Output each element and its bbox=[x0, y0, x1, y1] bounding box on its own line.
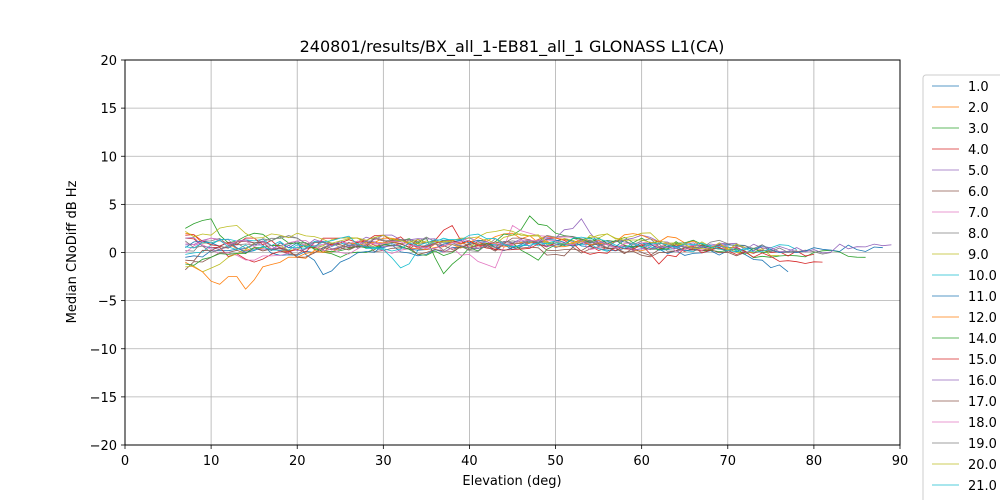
legend-label: 18.0 bbox=[968, 416, 997, 431]
legend-label: 5.0 bbox=[968, 164, 989, 179]
y-axis-label: Median CNoDiff dB Hz bbox=[65, 180, 80, 323]
y-tick-label: 10 bbox=[100, 150, 117, 165]
y-tick-label: −10 bbox=[90, 343, 117, 358]
y-axis: −20 −15 −10 −5 0 5 10 15 20 bbox=[90, 54, 125, 454]
x-tick-label: 0 bbox=[121, 454, 129, 469]
chart-title: 240801/results/BX_all_1-EB81_all_1 GLONA… bbox=[300, 37, 725, 57]
y-tick-label: −5 bbox=[98, 295, 117, 310]
x-tick-label: 70 bbox=[720, 454, 737, 469]
legend-label: 17.0 bbox=[968, 395, 997, 410]
legend-label: 7.0 bbox=[968, 206, 989, 221]
legend-label: 11.0 bbox=[968, 290, 997, 305]
legend-label: 10.0 bbox=[968, 269, 997, 284]
series-line-17.0 bbox=[185, 237, 746, 262]
legend-label: 8.0 bbox=[968, 227, 989, 242]
x-tick-label: 50 bbox=[547, 454, 564, 469]
series-line-9.0 bbox=[185, 232, 780, 273]
legend-label: 14.0 bbox=[968, 332, 997, 347]
x-tick-label: 10 bbox=[203, 454, 220, 469]
legend-label: 16.0 bbox=[968, 374, 997, 389]
y-tick-label: 5 bbox=[109, 198, 117, 213]
series-line-20.0 bbox=[185, 225, 746, 251]
legend-label: 1.0 bbox=[968, 80, 989, 95]
y-tick-label: 0 bbox=[109, 247, 117, 262]
x-tick-label: 30 bbox=[375, 454, 392, 469]
series-line-21.0 bbox=[185, 233, 771, 253]
x-axis: 0 10 20 30 40 50 60 70 80 90 bbox=[121, 445, 908, 469]
series-layer bbox=[185, 215, 892, 290]
y-tick-label: 20 bbox=[100, 54, 117, 69]
legend-label: 2.0 bbox=[968, 101, 989, 116]
legend-label: 20.0 bbox=[968, 458, 997, 473]
legend-label: 6.0 bbox=[968, 185, 989, 200]
x-axis-label: Elevation (deg) bbox=[462, 474, 561, 489]
x-tick-label: 20 bbox=[289, 454, 306, 469]
legend: 1.0 2.0 3.0 4.0 5.0 6.0 7.0 8.0 9.0 10.0 11.0 12.0 1… bbox=[922, 74, 1000, 500]
legend-label: 19.0 bbox=[968, 437, 997, 452]
legend-label: 9.0 bbox=[968, 248, 989, 263]
series-line-16.0 bbox=[185, 237, 892, 254]
y-tick-label: −20 bbox=[90, 439, 117, 454]
legend-label: 4.0 bbox=[968, 143, 989, 158]
legend-label: 21.0 bbox=[968, 479, 997, 494]
legend-label: 12.0 bbox=[968, 311, 997, 326]
x-tick-label: 90 bbox=[892, 454, 909, 469]
legend-box bbox=[922, 74, 1000, 500]
x-tick-label: 60 bbox=[633, 454, 650, 469]
series-line-12.0 bbox=[185, 233, 685, 290]
y-tick-label: 15 bbox=[100, 102, 117, 117]
x-tick-label: 40 bbox=[461, 454, 478, 469]
legend-label: 15.0 bbox=[968, 353, 997, 368]
legend-label: 3.0 bbox=[968, 122, 989, 137]
x-tick-label: 80 bbox=[806, 454, 823, 469]
y-tick-label: −15 bbox=[90, 391, 117, 406]
